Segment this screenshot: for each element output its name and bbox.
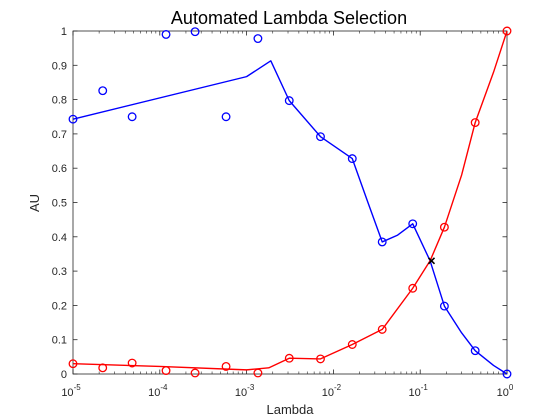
y-tick-label: 0.8	[52, 95, 67, 107]
x-tick-label: 10-3	[235, 383, 255, 399]
y-tick-label: 0.7	[52, 129, 67, 141]
plot-area	[73, 31, 507, 374]
y-axis-label: AU	[27, 194, 42, 212]
y-tick-label: 1	[61, 26, 67, 38]
x-tick-label: 10-2	[322, 383, 342, 399]
y-tick-label: 0.5	[52, 198, 67, 210]
y-tick-label: 0.4	[52, 232, 67, 244]
x-tick-label: 100	[497, 383, 514, 399]
y-tick-label: 0.3	[52, 266, 67, 278]
y-tick-label: 0.9	[52, 60, 67, 72]
x-tick-label: 10-5	[61, 383, 81, 399]
y-tick-label: 0	[61, 369, 67, 381]
x-tick-label: 10-4	[148, 383, 168, 399]
y-tick-label: 0.6	[52, 163, 67, 175]
y-tick-label: 0.2	[52, 300, 67, 312]
chart-title: Automated Lambda Selection	[171, 8, 407, 28]
x-tick-label: 10-1	[409, 383, 429, 399]
y-tick-label: 0.1	[52, 335, 67, 347]
x-axis-label: Lambda	[267, 402, 315, 417]
